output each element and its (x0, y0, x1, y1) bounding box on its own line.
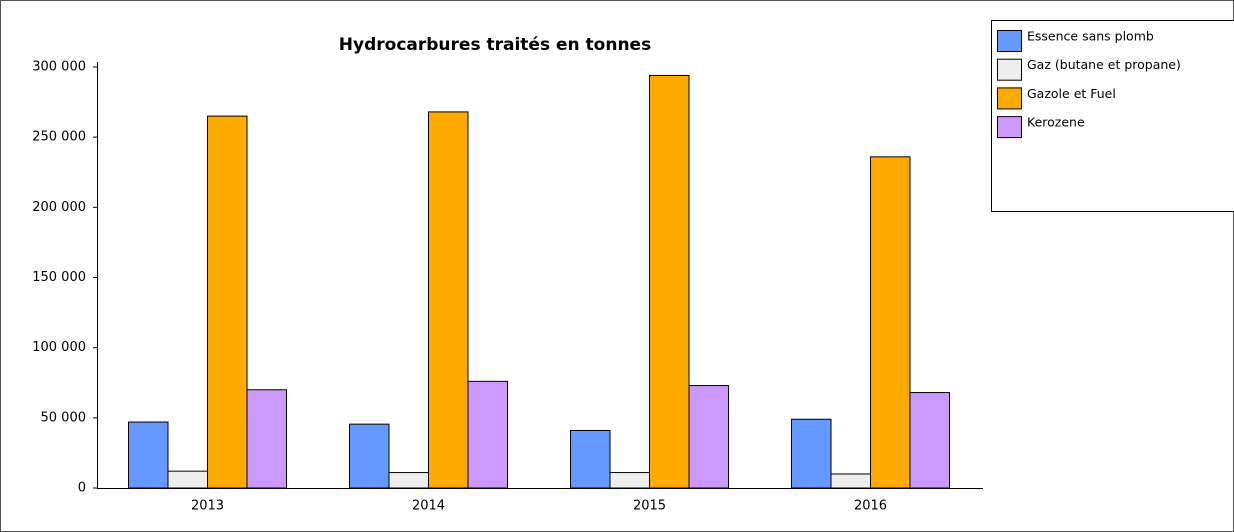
y-tick-label: 0 (78, 481, 86, 496)
y-tick-label: 150 000 (32, 270, 86, 285)
y-tick-label: 250 000 (32, 130, 86, 145)
bar (128, 421, 169, 489)
legend-label: Essence sans plomb (1027, 29, 1154, 44)
x-tick-label: 2015 (633, 499, 666, 514)
bar (467, 380, 508, 489)
bar (570, 429, 611, 489)
bar (791, 418, 832, 489)
legend-label: Gaz (butane et propane) (1027, 57, 1181, 72)
x-tick-label: 2014 (412, 499, 445, 514)
legend-swatch (997, 30, 1022, 52)
bar (649, 74, 690, 489)
legend-label: Gazole et Fuel (1027, 86, 1116, 101)
legend-label: Kerozene (1027, 115, 1085, 130)
bar (167, 470, 208, 489)
bar (870, 156, 911, 489)
x-tick-label: 2016 (854, 499, 887, 514)
bar (609, 472, 650, 489)
y-tick-label: 300 000 (32, 60, 86, 75)
bar (207, 115, 248, 489)
legend-swatch (997, 58, 1022, 81)
legend-swatch (997, 116, 1022, 139)
bar (388, 472, 429, 489)
legend-swatch (997, 87, 1022, 110)
bar (349, 423, 390, 489)
bar (909, 392, 950, 489)
y-tick-label: 200 000 (32, 200, 86, 215)
bar (246, 389, 287, 489)
y-tick-label: 50 000 (41, 410, 87, 425)
y-tick-label: 100 000 (32, 340, 86, 355)
bar (830, 473, 871, 489)
chart-title: Hydrocarbures traités en tonnes (339, 35, 651, 55)
legend-box (991, 20, 1234, 212)
bar (428, 111, 469, 489)
x-tick-label: 2013 (191, 499, 224, 514)
bar (688, 385, 729, 489)
